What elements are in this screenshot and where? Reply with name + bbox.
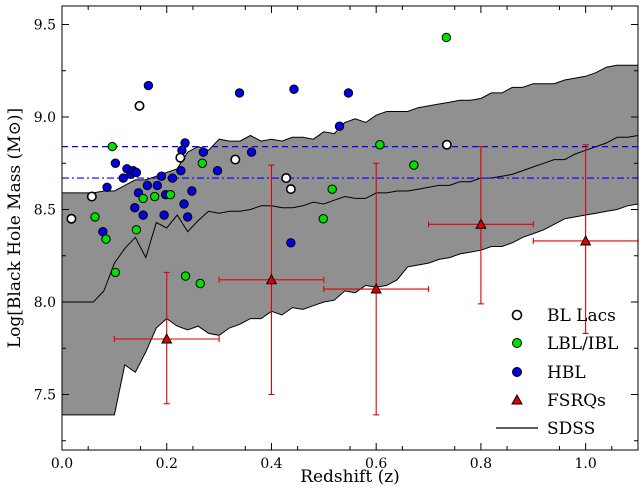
point-fsrqs	[370, 282, 382, 294]
point-hbl	[102, 182, 112, 193]
point-lbl-ibl	[149, 191, 160, 202]
x-tick-label: 1.0	[575, 456, 597, 472]
point-hbl	[179, 199, 189, 209]
legend-marker-bl-lacs	[511, 309, 523, 321]
point-hbl	[159, 210, 169, 220]
point-lbl-ibl	[180, 271, 191, 281]
point-hbl	[289, 84, 299, 94]
y-axis-label: Log[Black Hole Mass (M⊙)]	[5, 108, 25, 348]
point-lbl-ibl	[107, 141, 117, 152]
point-fsrqs	[161, 332, 173, 344]
point-bl-lacs	[285, 184, 296, 195]
x-tick-label: 0.2	[156, 456, 178, 472]
point-lbl-ibl	[110, 267, 121, 278]
points-layer	[66, 32, 592, 344]
axis-ticks: 0.0 0.2 0.4 0.6 0.8 1.0 7.5 8.0 8.5 9.0 9.5	[34, 6, 638, 472]
legend-label-fsrqs: FSRQs	[547, 391, 606, 411]
point-lbl-ibl	[101, 234, 111, 244]
y-tick-label: 8.5	[34, 203, 56, 219]
point-hbl	[142, 180, 153, 191]
point-hbl	[138, 210, 148, 220]
y-tick-label: 9.5	[34, 18, 56, 34]
y-tick-label: 9.0	[34, 110, 56, 126]
point-fsrqs	[475, 218, 487, 229]
x-axis-label: Redshift (z)	[300, 467, 400, 487]
point-hbl	[110, 158, 121, 168]
sdss-lower-line	[62, 203, 639, 416]
point-lbl-ibl	[138, 193, 148, 204]
point-bl-lacs	[66, 213, 77, 224]
point-hbl	[167, 173, 178, 183]
y-tick-label: 8.0	[34, 295, 56, 311]
point-hbl	[187, 186, 197, 196]
point-hbl	[182, 212, 193, 222]
legend: BL Lacs LBL/IBL HBL FSRQs SDSS	[496, 306, 618, 439]
point-lbl-ibl	[197, 158, 208, 168]
legend-label-hbl: HBL	[547, 363, 586, 383]
point-bl-lacs	[175, 152, 186, 163]
point-lbl-ibl	[441, 32, 452, 43]
legend-label-sdss: SDSS	[547, 419, 595, 439]
point-lbl-ibl	[409, 160, 419, 170]
point-hbl	[118, 173, 128, 183]
point-hbl	[198, 147, 209, 157]
point-hbl	[286, 238, 296, 248]
point-fsrqs	[265, 273, 278, 285]
point-bl-lacs	[134, 100, 145, 111]
point-lbl-ibl	[195, 278, 205, 289]
point-hbl	[234, 88, 245, 98]
x-tick-label: 0.8	[470, 456, 492, 472]
point-hbl	[176, 165, 186, 176]
point-bl-lacs	[86, 191, 97, 202]
point-lbl-ibl	[90, 212, 100, 222]
legend-marker-hbl	[512, 367, 522, 377]
point-bl-lacs	[441, 139, 452, 150]
point-fsrqs	[580, 234, 592, 246]
x-tick-label: 0.0	[51, 456, 73, 472]
point-lbl-ibl	[165, 190, 176, 200]
legend-label-bl-lacs: BL Lacs	[547, 306, 616, 326]
y-tick-label: 7.5	[34, 388, 56, 404]
point-hbl	[180, 138, 190, 148]
point-hbl	[152, 180, 163, 191]
point-hbl	[246, 147, 257, 157]
legend-marker-lbl-ibl	[512, 338, 522, 348]
point-lbl-ibl	[131, 225, 142, 235]
point-hbl	[143, 80, 154, 91]
legend-label-lbl-ibl: LBL/IBL	[547, 334, 618, 354]
point-hbl	[334, 121, 345, 131]
point-bl-lacs	[230, 154, 241, 165]
point-bl-lacs	[281, 173, 292, 184]
sdss-median-line	[62, 135, 639, 303]
point-hbl	[156, 171, 167, 181]
point-lbl-ibl	[327, 184, 337, 194]
point-hbl	[130, 202, 140, 213]
point-lbl-ibl	[318, 214, 328, 224]
point-hbl	[343, 88, 354, 98]
x-tick-label: 0.6	[365, 456, 387, 472]
point-lbl-ibl	[375, 140, 385, 150]
point-hbl	[212, 165, 223, 176]
point-hbl	[131, 167, 142, 178]
legend-marker-fsrqs	[511, 393, 523, 405]
x-tick-label: 0.4	[260, 456, 282, 472]
